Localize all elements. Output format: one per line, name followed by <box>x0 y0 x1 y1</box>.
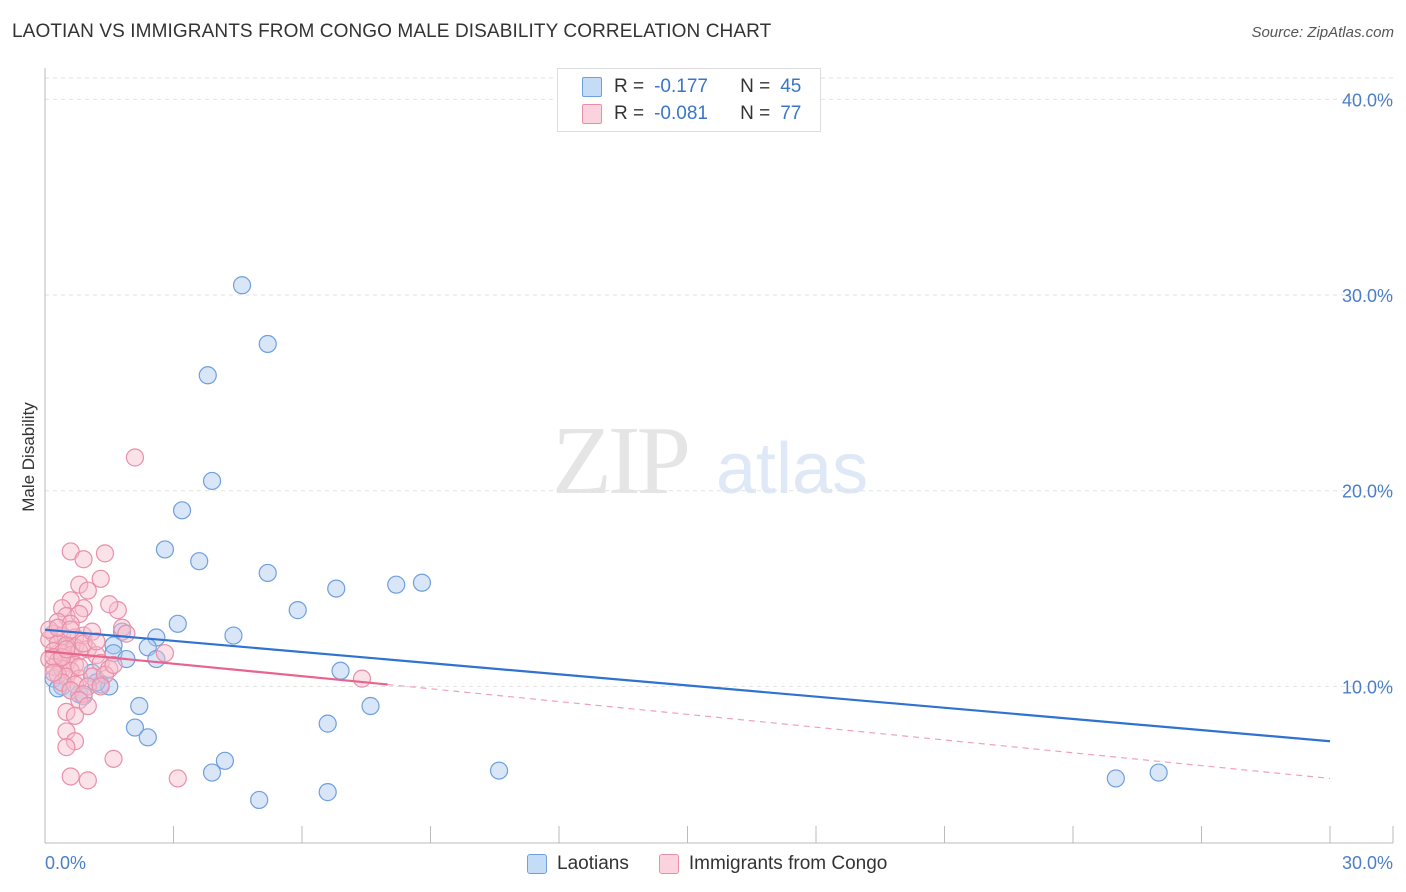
legend-r-label: R = <box>614 76 645 97</box>
data-point <box>352 669 372 688</box>
source-label: Source: ZipAtlas.com <box>1251 24 1394 41</box>
data-point <box>125 448 145 467</box>
data-point <box>104 749 123 768</box>
data-point <box>104 655 123 675</box>
data-point <box>168 769 187 788</box>
data-point <box>258 334 277 354</box>
data-point <box>202 763 222 782</box>
data-point <box>70 657 89 676</box>
data-point <box>250 790 269 810</box>
y-axis-label: Male Disability <box>19 402 38 512</box>
data-point <box>61 620 80 639</box>
data-point <box>138 728 157 747</box>
data-point <box>361 696 380 716</box>
data-point <box>1106 769 1125 788</box>
data-point <box>78 771 97 790</box>
data-point <box>65 706 85 725</box>
legend-n-label: N = <box>740 76 771 97</box>
legend-swatch-laotians <box>582 77 602 97</box>
legend-r-label: R = <box>614 103 645 124</box>
series-label-laotians: Laotians <box>557 853 629 874</box>
data-point <box>318 783 337 802</box>
data-point <box>74 550 93 569</box>
chart-title: LAOTIAN VS IMMIGRANTS FROM CONGO MALE DI… <box>12 21 772 42</box>
trend-line-extension <box>387 683 1331 780</box>
watermark-atlas: atlas <box>716 429 869 509</box>
data-point <box>215 751 234 770</box>
y-tick-label: 20.0% <box>1342 482 1393 502</box>
data-point <box>331 661 350 680</box>
legend-r-value: -0.081 <box>654 103 708 124</box>
data-point <box>155 644 175 663</box>
series-label-congo: Immigrants from Congo <box>688 853 888 874</box>
correlation-legend: R = -0.177 N = 45 R = -0.081 N = 77 <box>557 68 821 132</box>
x-tick-label: 30.0% <box>1342 853 1393 873</box>
data-point <box>100 595 119 614</box>
series-swatch-laotians <box>527 854 547 874</box>
y-tick-label: 40.0% <box>1342 90 1393 110</box>
y-tick-label: 30.0% <box>1342 286 1393 306</box>
legend-r-value: -0.177 <box>654 76 708 97</box>
data-point <box>44 663 63 682</box>
data-point <box>57 702 76 721</box>
data-point <box>198 366 217 385</box>
data-point <box>130 696 149 716</box>
data-point <box>125 718 145 737</box>
data-point <box>78 696 97 716</box>
trend-line <box>44 628 1331 743</box>
data-point <box>95 544 115 563</box>
data-point <box>224 626 243 645</box>
legend-n-label: N = <box>740 103 771 124</box>
y-tick-label: 10.0% <box>1342 677 1393 697</box>
data-point <box>190 552 209 571</box>
data-point <box>117 624 136 643</box>
data-point <box>412 573 432 592</box>
data-point <box>91 569 110 588</box>
data-point <box>288 601 307 620</box>
data-point <box>155 540 175 559</box>
data-point <box>83 622 102 641</box>
legend-swatch-congo <box>582 104 602 124</box>
data-point <box>258 563 277 583</box>
trend-line <box>44 650 388 686</box>
legend-n-value: 45 <box>780 76 802 97</box>
data-point <box>61 767 80 786</box>
legend-row-laotians: R = -0.177 N = 45 <box>582 75 801 99</box>
data-point <box>1149 763 1168 782</box>
data-point <box>57 738 76 757</box>
data-point <box>489 761 509 780</box>
series-legend-item-congo[interactable]: Immigrants from Congo <box>658 853 888 875</box>
legend-n-value: 77 <box>780 103 802 124</box>
data-point <box>57 640 76 659</box>
series-legend: Laotians Immigrants from Congo <box>527 850 917 878</box>
data-point <box>202 471 222 491</box>
series-legend-item-laotians[interactable]: Laotians <box>527 853 629 875</box>
x-tick-label: 0.0% <box>45 853 86 873</box>
data-point <box>172 501 192 520</box>
data-point <box>318 714 337 733</box>
data-point <box>104 636 123 655</box>
data-point <box>327 579 346 598</box>
legend-row-congo: R = -0.081 N = 77 <box>582 102 801 126</box>
data-point <box>91 677 110 696</box>
data-point <box>168 614 187 633</box>
data-point <box>78 581 97 600</box>
series-swatch-congo <box>658 854 679 874</box>
data-point <box>232 276 252 295</box>
data-point <box>87 632 106 651</box>
watermark-zip: ZIP <box>552 407 691 515</box>
data-point <box>387 575 406 594</box>
